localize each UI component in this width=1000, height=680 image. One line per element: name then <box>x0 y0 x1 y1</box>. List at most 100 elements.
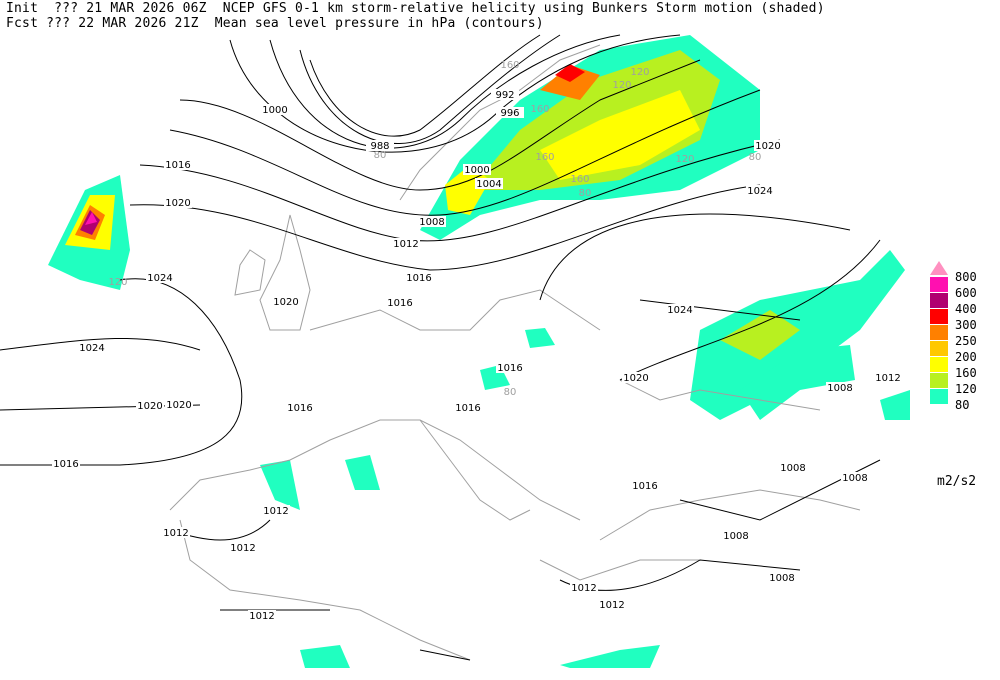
label-background <box>598 599 626 610</box>
label-background <box>418 216 446 227</box>
label-background <box>272 296 300 307</box>
label-background <box>366 140 394 151</box>
isobar-label: 1020 <box>166 400 191 411</box>
helicity-area <box>300 645 350 668</box>
label-background <box>666 304 694 315</box>
legend-label: 400 <box>955 302 977 316</box>
coastline <box>619 379 821 411</box>
helicity-label: 120 <box>612 80 631 91</box>
coastline <box>539 559 700 581</box>
isobar-label: 1020 <box>165 198 190 209</box>
label-background <box>52 458 80 469</box>
isobar-label: 1012 <box>393 239 418 250</box>
isobar <box>169 89 761 216</box>
isobar-label: 1020 <box>273 297 298 308</box>
isobar-label: 1016 <box>387 298 412 309</box>
isobar-label: 1024 <box>147 273 172 284</box>
isobar-label: 1012 <box>875 373 900 384</box>
label-background <box>475 178 503 189</box>
legend-swatch <box>930 389 948 404</box>
isobar-label: 1016 <box>497 363 522 374</box>
coastline <box>234 249 266 296</box>
isobar-label: 1008 <box>780 463 805 474</box>
isobar <box>419 649 471 661</box>
isobar <box>539 213 851 301</box>
helicity-area <box>470 50 720 190</box>
helicity-area <box>540 65 600 100</box>
helicity-label: 120 <box>630 67 649 78</box>
helicity-label: 160 <box>530 104 549 115</box>
isobar-label: 1012 <box>230 543 255 554</box>
coastline <box>179 519 471 661</box>
isobar-label: 1008 <box>842 473 867 484</box>
isobar-label: 1012 <box>163 528 188 539</box>
label-background <box>874 372 902 383</box>
coastline <box>419 419 531 521</box>
helicity-shading <box>48 35 910 668</box>
isobar <box>299 34 561 145</box>
isobar-label: 1012 <box>263 506 288 517</box>
label-background <box>496 107 524 118</box>
label-background <box>164 197 192 208</box>
isobar-label: 992 <box>495 90 514 101</box>
legend-arrow-icon <box>930 261 948 275</box>
helicity-area <box>690 250 905 420</box>
legend-swatch <box>930 357 948 372</box>
helicity-label: 160 <box>570 174 589 185</box>
legend-label: 200 <box>955 350 977 364</box>
label-background <box>841 472 869 483</box>
label-background <box>78 342 106 353</box>
isobar-label: 1008 <box>769 573 794 584</box>
label-background <box>754 140 782 151</box>
helicity-area <box>555 64 585 82</box>
legend-unit: m2/s2 <box>937 474 977 489</box>
legend-swatch <box>930 373 948 388</box>
isobar <box>619 239 881 381</box>
isobar-label: 1016 <box>455 403 480 414</box>
helicity-label: 160 <box>535 152 554 163</box>
helicity-area <box>445 165 490 215</box>
label-background <box>722 530 750 541</box>
label-background <box>405 272 433 283</box>
legend-label: 160 <box>955 366 977 380</box>
label-background <box>162 527 190 538</box>
coastline <box>259 214 311 331</box>
isobar-label: 1024 <box>747 186 772 197</box>
label-background <box>631 480 659 491</box>
isobar-label: 1004 <box>476 179 501 190</box>
legend-swatch <box>930 309 948 324</box>
helicity-label: 80 <box>579 188 592 199</box>
isobar-label: 1024 <box>79 343 104 354</box>
helicity-area <box>525 328 555 348</box>
isobar-label: 1020 <box>623 373 648 384</box>
isobar <box>679 459 881 521</box>
label-background <box>229 542 257 553</box>
label-background <box>392 238 420 249</box>
contour-labels: 1000 1016 1020 1024 1020 1024 1016 1020 1016 1012… <box>52 60 902 622</box>
legend-swatch <box>930 293 948 308</box>
label-background <box>454 402 482 413</box>
helicity-label: 160 <box>500 60 519 71</box>
label-background <box>622 372 650 383</box>
label-background <box>262 505 290 516</box>
isobar-label: 1020 <box>755 141 780 152</box>
label-background <box>386 297 414 308</box>
helicity-area <box>880 390 910 420</box>
isobar-label: 1000 <box>464 165 489 176</box>
legend-label: 600 <box>955 286 977 300</box>
isobar <box>639 299 801 321</box>
label-background <box>826 382 854 393</box>
label-background <box>768 572 796 583</box>
helicity-label: 120 <box>675 154 694 165</box>
label-background <box>146 272 174 283</box>
legend-label: 250 <box>955 334 977 348</box>
isobar-label: 1008 <box>827 383 852 394</box>
header-line-1: Init ??? 21 MAR 2026 06Z NCEP GFS 0-1 km… <box>6 1 825 16</box>
label-background <box>165 399 193 410</box>
label-background <box>746 185 774 196</box>
coastline <box>169 419 581 521</box>
legend-swatch <box>930 341 948 356</box>
isobar-label: 988 <box>370 141 389 152</box>
isobar-label: 996 <box>500 108 519 119</box>
